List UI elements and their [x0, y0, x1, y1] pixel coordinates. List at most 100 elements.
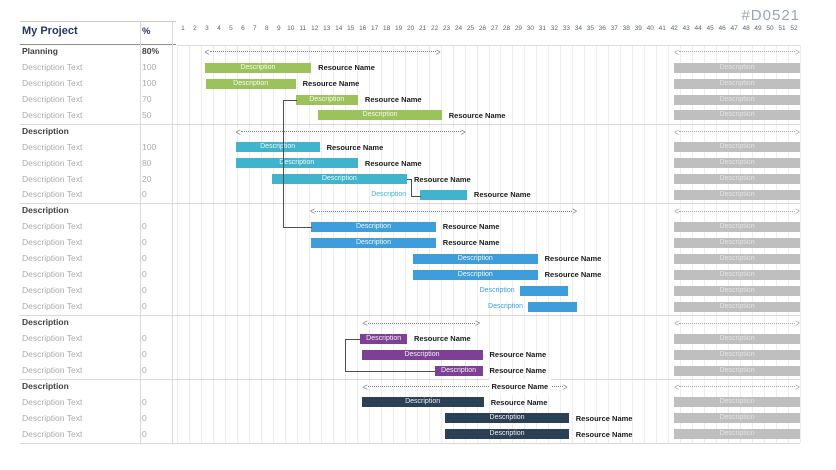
- task-name-cell[interactable]: Description Text: [22, 221, 83, 232]
- shadow-task-bar[interactable]: Description: [674, 78, 800, 89]
- shadow-task-bar[interactable]: Description: [674, 365, 800, 376]
- percent-complete-cell[interactable]: 20: [142, 173, 152, 184]
- section-name-cell[interactable]: Description: [22, 205, 69, 216]
- task-bar[interactable]: Description: [445, 413, 569, 424]
- shadow-task-bar[interactable]: Description: [674, 349, 800, 360]
- task-name-cell[interactable]: Description Text: [22, 93, 83, 104]
- task-name-cell[interactable]: Description Text: [22, 332, 83, 343]
- task-name-cell[interactable]: Description Text: [22, 348, 83, 359]
- percent-complete-cell[interactable]: 0: [142, 348, 147, 359]
- task-name-cell[interactable]: Description Text: [22, 253, 83, 264]
- task-name-cell[interactable]: Description Text: [22, 189, 83, 200]
- shadow-task-bar[interactable]: Description: [674, 397, 800, 408]
- percent-complete-cell[interactable]: 0: [142, 269, 147, 280]
- summary-span-arrow[interactable]: < >: [363, 379, 568, 395]
- shadow-bar-label: Description: [719, 79, 755, 87]
- task-bar[interactable]: Description: [413, 269, 538, 280]
- summary-span-arrow[interactable]: < >: [310, 203, 577, 219]
- percent-complete-cell[interactable]: 0: [142, 237, 147, 248]
- task-bar[interactable]: Description: [311, 222, 436, 233]
- shadow-task-bar[interactable]: Description: [674, 285, 800, 296]
- percent-complete-cell[interactable]: 80%: [142, 46, 160, 56]
- task-name-cell[interactable]: Description Text: [22, 141, 83, 152]
- task-name-cell[interactable]: Description Text: [22, 157, 83, 168]
- percent-complete-cell[interactable]: 100: [142, 61, 157, 72]
- task-bar-label: Description: [355, 223, 391, 231]
- task-bar[interactable]: Description: [205, 78, 296, 89]
- shadow-task-bar[interactable]: Description: [674, 269, 800, 280]
- section-name-cell[interactable]: Description: [22, 380, 69, 391]
- percent-complete-cell[interactable]: 0: [142, 253, 147, 264]
- task-bar[interactable]: Description: [413, 253, 538, 264]
- task-name-cell[interactable]: Description Text: [22, 173, 83, 184]
- task-bar[interactable]: [519, 285, 568, 296]
- task-bar[interactable]: Description: [204, 62, 312, 73]
- task-name-cell[interactable]: Description Text: [22, 109, 83, 120]
- task-bar[interactable]: Description: [360, 333, 408, 344]
- percent-complete-cell[interactable]: 0: [142, 428, 147, 439]
- task-bar[interactable]: Description: [235, 158, 358, 169]
- percent-complete-cell[interactable]: 0: [142, 189, 147, 200]
- shadow-task-bar[interactable]: Description: [674, 429, 800, 440]
- task-bar[interactable]: [528, 301, 578, 312]
- task-name-cell[interactable]: Description Text: [22, 285, 83, 296]
- shadow-summary-arrow[interactable]: < >: [674, 203, 800, 219]
- task-name-cell[interactable]: Description Text: [22, 412, 83, 423]
- task-bar[interactable]: Description: [361, 349, 483, 360]
- shadow-task-bar[interactable]: Description: [674, 110, 800, 121]
- task-name-cell[interactable]: Description Text: [22, 301, 83, 312]
- shadow-summary-arrow[interactable]: < >: [674, 379, 800, 395]
- shadow-task-bar[interactable]: Description: [674, 174, 800, 185]
- percent-complete-cell[interactable]: 0: [142, 364, 147, 375]
- percent-complete-cell[interactable]: 0: [142, 332, 147, 343]
- percent-complete-cell[interactable]: 50: [142, 109, 152, 120]
- shadow-task-bar[interactable]: Description: [674, 190, 800, 201]
- task-bar[interactable]: Description: [318, 110, 442, 121]
- shadow-summary-arrow[interactable]: < >: [674, 315, 800, 331]
- task-bar[interactable]: Description: [311, 238, 436, 249]
- week-tick-label: 3: [205, 25, 209, 32]
- percent-complete-cell[interactable]: 100: [142, 77, 157, 88]
- task-name-cell[interactable]: Description Text: [22, 364, 83, 375]
- shadow-task-bar[interactable]: Description: [674, 238, 800, 249]
- percent-complete-cell[interactable]: 0: [142, 285, 147, 296]
- task-bar[interactable]: Description: [434, 365, 483, 376]
- shadow-task-bar[interactable]: Description: [674, 253, 800, 264]
- task-name-cell[interactable]: Description Text: [22, 77, 83, 88]
- shadow-task-bar[interactable]: Description: [674, 222, 800, 233]
- section-name-cell[interactable]: Planning: [22, 46, 58, 56]
- shadow-summary-arrow[interactable]: < >: [674, 124, 800, 140]
- task-name-cell[interactable]: Description Text: [22, 237, 83, 248]
- task-bar[interactable]: Description: [295, 94, 358, 105]
- project-title[interactable]: My Project: [22, 25, 78, 37]
- percent-complete-cell[interactable]: 0: [142, 412, 147, 423]
- percent-complete-cell[interactable]: 70: [142, 93, 152, 104]
- task-bar[interactable]: Description: [361, 397, 484, 408]
- percent-complete-cell[interactable]: 0: [142, 301, 147, 312]
- percent-complete-cell[interactable]: 0: [142, 396, 147, 407]
- task-bar[interactable]: Description: [235, 142, 320, 153]
- summary-span-arrow[interactable]: < >: [205, 44, 441, 60]
- shadow-summary-arrow[interactable]: < >: [674, 44, 800, 60]
- percent-complete-cell[interactable]: 80: [142, 157, 152, 168]
- section-name-cell[interactable]: Description: [22, 125, 69, 136]
- section-name-cell[interactable]: Description: [22, 317, 69, 328]
- task-name-cell[interactable]: Description Text: [22, 428, 83, 439]
- task-name-cell[interactable]: Description Text: [22, 269, 83, 280]
- summary-span-arrow[interactable]: < >: [363, 315, 480, 331]
- shadow-task-bar[interactable]: Description: [674, 94, 800, 105]
- shadow-task-bar[interactable]: Description: [674, 301, 800, 312]
- shadow-task-bar[interactable]: Description: [674, 333, 800, 344]
- shadow-task-bar[interactable]: Description: [674, 158, 800, 169]
- task-bar[interactable]: Description: [445, 429, 569, 440]
- percent-complete-cell[interactable]: 100: [142, 141, 157, 152]
- task-name-cell[interactable]: Description Text: [22, 61, 83, 72]
- task-bar[interactable]: [420, 190, 467, 201]
- shadow-task-bar[interactable]: Description: [674, 62, 800, 73]
- shadow-task-bar[interactable]: Description: [674, 142, 800, 153]
- shadow-task-bar[interactable]: Description: [674, 413, 800, 424]
- summary-span-arrow[interactable]: < >: [236, 124, 466, 140]
- task-bar[interactable]: Description: [271, 174, 408, 185]
- task-name-cell[interactable]: Description Text: [22, 396, 83, 407]
- percent-complete-cell[interactable]: 0: [142, 221, 147, 232]
